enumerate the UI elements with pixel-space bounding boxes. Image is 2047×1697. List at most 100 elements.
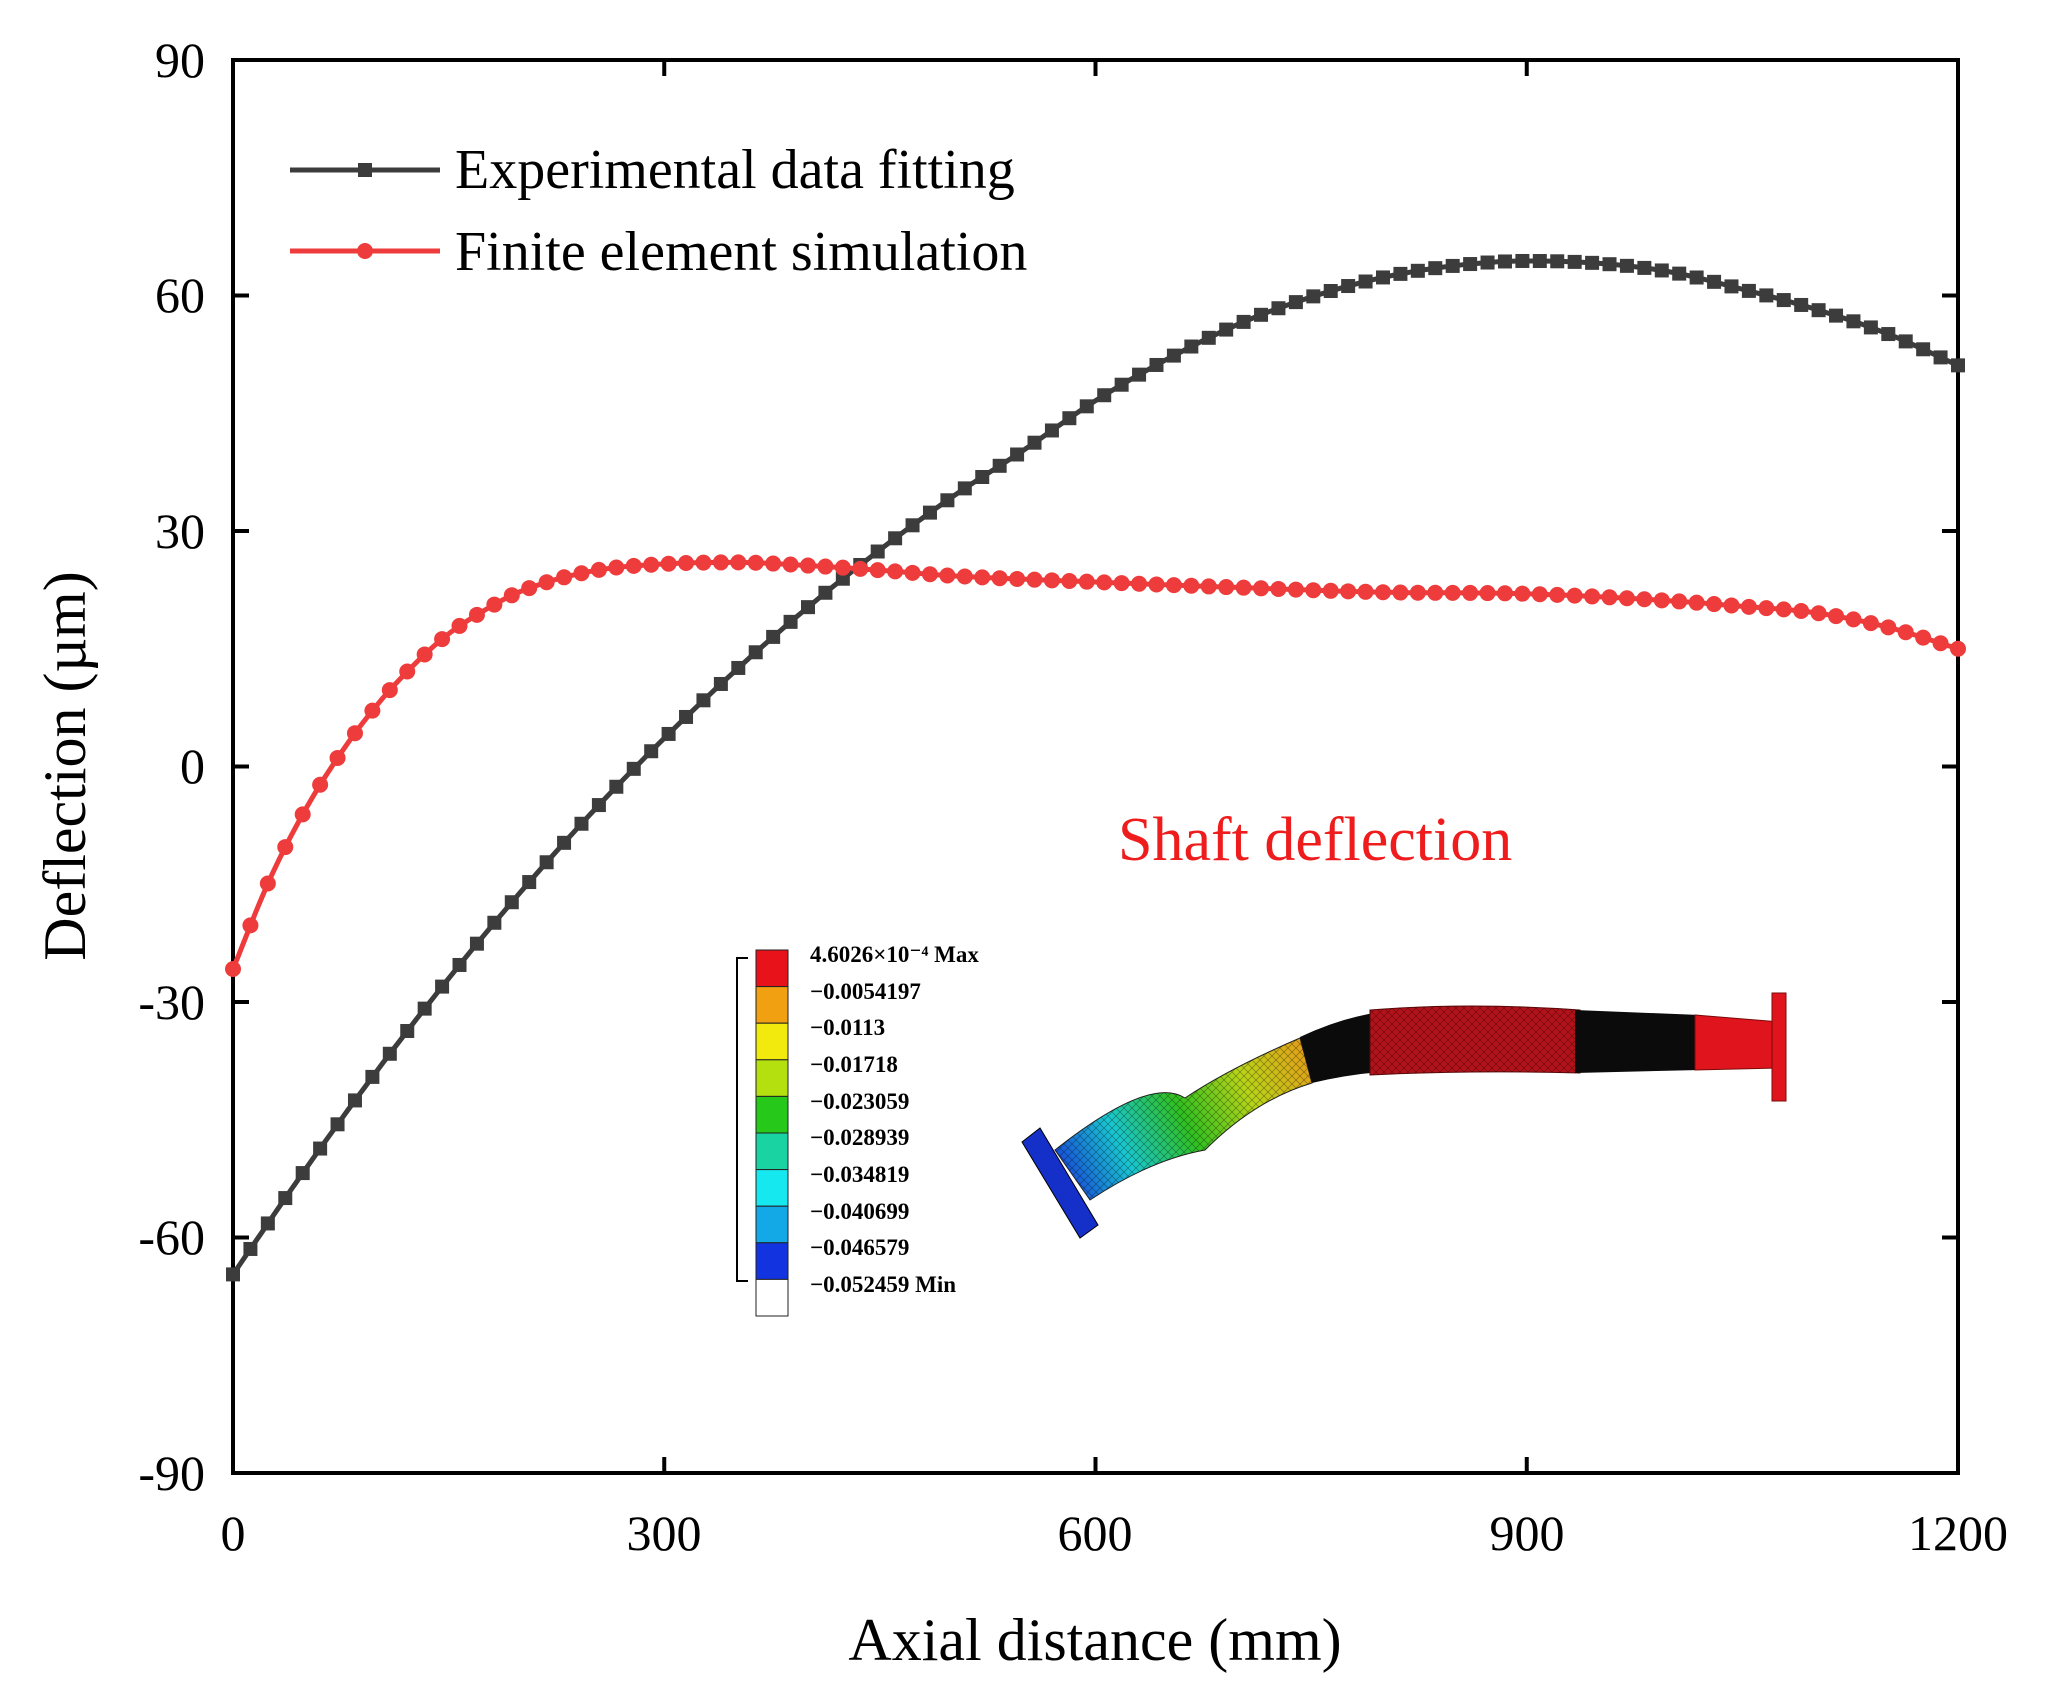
data-point xyxy=(487,915,502,930)
data-point xyxy=(1497,254,1512,269)
shaft-red-right-section xyxy=(1694,1014,1781,1071)
data-point xyxy=(835,571,850,586)
data-point xyxy=(956,568,973,585)
shaft-curved-mesh xyxy=(1055,1038,1312,1200)
data-point xyxy=(939,567,956,584)
data-point xyxy=(1531,586,1548,603)
y-axis-title: Deflection (µm) xyxy=(32,571,98,960)
data-point xyxy=(1723,597,1740,614)
y-tick-label: -30 xyxy=(138,974,205,1030)
data-point xyxy=(800,557,816,574)
colorbar-swatch xyxy=(755,1022,789,1061)
colorbar-swatch xyxy=(755,1242,789,1280)
data-point xyxy=(974,569,991,586)
colorbar-label: 4.6026×10⁻⁴ Max xyxy=(810,942,979,967)
data-point xyxy=(661,726,676,741)
data-point xyxy=(1933,350,1948,365)
colorbar-swatch xyxy=(755,986,789,1024)
data-point xyxy=(1462,584,1479,601)
data-point xyxy=(330,1117,345,1132)
data-point xyxy=(1846,314,1861,329)
shaft-red-mid-mesh xyxy=(1370,1006,1580,1075)
data-point xyxy=(503,587,520,604)
data-point xyxy=(1270,580,1287,597)
data-point xyxy=(1707,274,1722,289)
data-point xyxy=(1078,573,1095,590)
data-point xyxy=(608,559,625,576)
data-point xyxy=(1775,601,1792,618)
data-point xyxy=(1794,297,1809,312)
colorbar-label: −0.0054197 xyxy=(810,979,921,1004)
data-point xyxy=(1271,301,1286,316)
data-point xyxy=(713,676,728,691)
data-point xyxy=(922,505,937,520)
data-point xyxy=(1410,263,1425,278)
x-tick-label: 1200 xyxy=(1908,1505,2008,1561)
data-point xyxy=(678,554,695,571)
legend-label-finite-element: Finite element simulation xyxy=(455,221,1027,283)
data-point xyxy=(1829,308,1844,323)
data-point xyxy=(625,557,642,574)
colorbar-swatch xyxy=(755,1205,789,1244)
data-point xyxy=(747,554,764,571)
data-point xyxy=(609,779,624,794)
data-point xyxy=(644,744,659,759)
series-line xyxy=(230,559,1959,970)
data-point xyxy=(1062,411,1077,426)
colorbar-swatch xyxy=(755,1169,789,1207)
data-point xyxy=(538,574,555,591)
data-point xyxy=(1254,307,1269,322)
data-point xyxy=(679,709,694,724)
colorbar-label: −0.040699 xyxy=(810,1199,909,1224)
data-point xyxy=(1706,596,1723,613)
data-point xyxy=(921,566,938,583)
data-point xyxy=(1636,591,1653,608)
data-point xyxy=(1445,258,1460,273)
data-point xyxy=(329,749,346,766)
data-point xyxy=(1654,263,1669,278)
data-point xyxy=(1880,619,1897,636)
data-point xyxy=(1618,590,1635,607)
data-point xyxy=(1811,303,1826,318)
data-point xyxy=(1113,575,1130,592)
data-point xyxy=(260,1216,275,1231)
data-point xyxy=(1810,605,1827,622)
data-point xyxy=(1061,572,1078,589)
data-point xyxy=(1759,288,1774,303)
data-point xyxy=(1375,584,1391,601)
deformed-shaft-render xyxy=(1021,992,1787,1239)
data-point xyxy=(313,1141,328,1156)
data-point xyxy=(434,631,451,648)
data-point xyxy=(1358,274,1373,289)
data-point xyxy=(730,554,747,571)
data-point xyxy=(381,682,398,699)
x-tick-label: 0 xyxy=(221,1505,246,1561)
data-point xyxy=(818,585,833,600)
data-point xyxy=(1585,255,1600,270)
data-point xyxy=(1845,611,1862,628)
data-point xyxy=(1741,283,1756,298)
colorbar-label: −0.0113 xyxy=(810,1015,885,1040)
data-point xyxy=(1010,447,1025,462)
data-point xyxy=(1096,574,1113,591)
data-point xyxy=(312,776,329,793)
data-point xyxy=(1009,570,1026,587)
data-point xyxy=(1027,435,1042,450)
data-point xyxy=(1409,584,1426,601)
data-point xyxy=(1601,589,1618,606)
data-point xyxy=(591,798,606,813)
data-point xyxy=(1132,367,1147,382)
data-point xyxy=(1793,603,1810,620)
data-point xyxy=(783,614,798,629)
colorbar-label: −0.028939 xyxy=(810,1125,909,1150)
data-point xyxy=(731,660,746,675)
data-point xyxy=(556,569,573,586)
data-point xyxy=(1950,640,1966,657)
data-point xyxy=(574,816,589,831)
data-point xyxy=(1496,585,1513,602)
data-point xyxy=(765,555,782,572)
data-point xyxy=(1758,600,1775,617)
data-point xyxy=(1637,260,1652,275)
data-point xyxy=(626,761,641,776)
